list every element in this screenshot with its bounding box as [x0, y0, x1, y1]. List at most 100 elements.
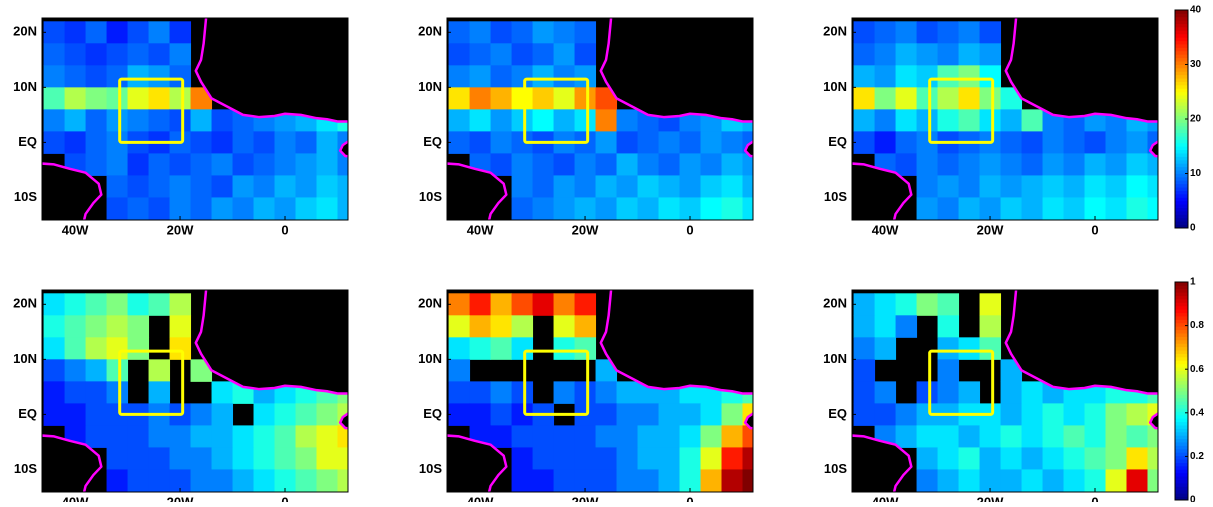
cell — [43, 315, 66, 338]
cell — [511, 403, 534, 426]
region-box — [928, 349, 995, 416]
colorbar-tick-label: 0 — [1190, 223, 1196, 234]
cell — [1126, 153, 1149, 176]
cell — [316, 153, 339, 176]
cell — [1000, 381, 1023, 404]
cell — [43, 21, 66, 44]
cell — [190, 131, 213, 154]
axes-frame — [41, 17, 349, 221]
cell — [937, 197, 960, 220]
cell — [721, 153, 744, 176]
cell — [979, 425, 1002, 448]
cell — [637, 131, 660, 154]
cell — [43, 87, 66, 110]
cell — [490, 293, 513, 316]
cell — [490, 403, 513, 426]
cell — [64, 293, 87, 316]
map-panel: 40W 20W 0 20N 10N EQ 10S — [13, 17, 349, 237]
x-tick-label: 20W — [167, 494, 194, 502]
cell — [1084, 197, 1107, 220]
cell — [106, 65, 129, 88]
colorbar-step — [1175, 27, 1188, 31]
cell — [1063, 131, 1086, 154]
colorbar-step — [1175, 190, 1188, 195]
x-tick-label: 20W — [977, 494, 1004, 502]
cell — [700, 403, 723, 426]
cell — [337, 131, 348, 154]
cell — [85, 43, 108, 66]
colorbar-step — [1175, 142, 1188, 147]
x-tick-label: 0 — [281, 222, 288, 237]
cell — [853, 131, 876, 154]
cell — [1063, 175, 1086, 198]
cell — [721, 197, 744, 220]
cell — [148, 153, 171, 176]
cell — [1105, 403, 1128, 426]
cell — [1105, 425, 1128, 448]
cell — [106, 381, 129, 404]
colorbar-step — [1175, 380, 1188, 385]
cell — [979, 21, 1002, 44]
land — [852, 162, 913, 220]
cell — [679, 197, 702, 220]
land — [338, 139, 348, 158]
cell — [148, 381, 171, 404]
cell — [85, 315, 108, 338]
colorbar-step — [1175, 20, 1188, 25]
cell — [1021, 175, 1044, 198]
colorbar-step — [1175, 84, 1188, 89]
cell — [874, 43, 897, 66]
cell — [43, 131, 66, 154]
cell — [595, 153, 618, 176]
colorbar-step — [1175, 101, 1188, 106]
region-box — [928, 77, 995, 144]
cell — [874, 109, 897, 132]
cell — [553, 293, 576, 316]
cell — [721, 131, 744, 154]
colorbar-step — [1175, 37, 1188, 42]
cell — [169, 469, 192, 492]
cell — [169, 21, 192, 44]
cell — [64, 109, 87, 132]
cell — [511, 197, 534, 220]
cell — [595, 175, 618, 198]
colorbar-step — [1175, 187, 1188, 191]
cell — [937, 337, 960, 360]
cell — [532, 87, 555, 110]
cell — [490, 153, 513, 176]
cell — [490, 337, 513, 360]
colorbar-step — [1175, 472, 1188, 477]
cell — [574, 87, 597, 110]
x-tick-label: 40W — [467, 494, 494, 502]
cell — [658, 153, 681, 176]
cell — [511, 153, 534, 176]
cell — [106, 315, 129, 338]
colorbar-step — [1175, 132, 1188, 137]
colorbar-step — [1175, 339, 1188, 344]
colorbar-step — [1175, 411, 1188, 416]
colorbar-step — [1175, 285, 1188, 290]
y-tick-label: 20N — [823, 296, 847, 311]
cell — [895, 109, 918, 132]
cell — [211, 109, 234, 132]
cell — [43, 403, 66, 426]
cell — [979, 87, 1002, 110]
cell — [895, 315, 918, 338]
cell — [574, 425, 597, 448]
cell — [85, 425, 108, 448]
cell — [595, 469, 618, 492]
cell — [979, 197, 1002, 220]
cell — [637, 425, 660, 448]
cell — [916, 293, 939, 316]
cell — [937, 21, 960, 44]
cell — [916, 381, 939, 404]
cell — [574, 109, 597, 132]
cell — [316, 403, 339, 426]
colorbar-step — [1175, 67, 1188, 72]
cell — [616, 175, 639, 198]
cell — [895, 425, 918, 448]
cell — [148, 87, 171, 110]
plot-area — [852, 18, 1158, 220]
cell — [490, 381, 513, 404]
